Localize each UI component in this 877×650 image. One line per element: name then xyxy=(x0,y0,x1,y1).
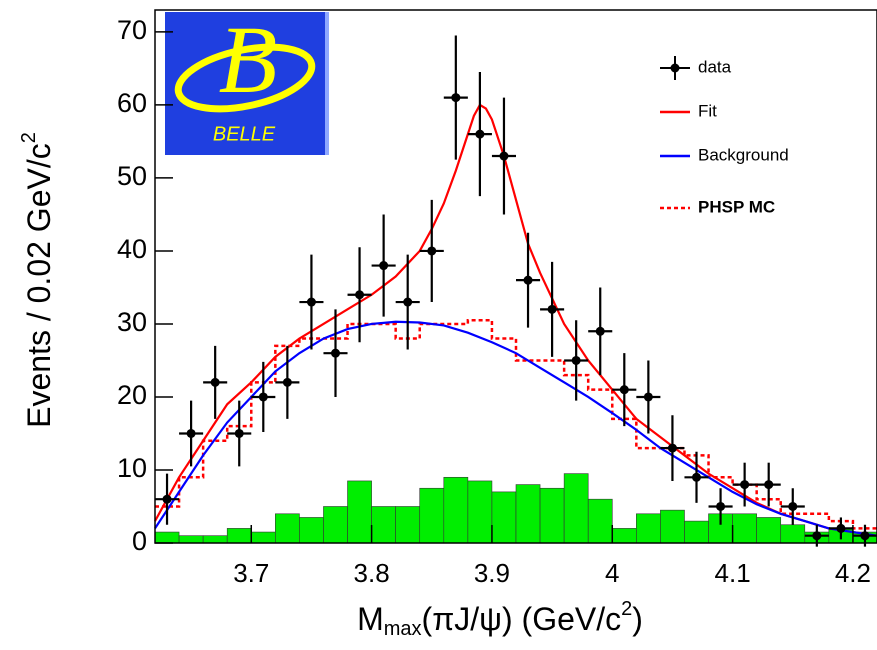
data-point xyxy=(186,428,196,438)
data-point xyxy=(523,275,533,285)
data-point xyxy=(595,326,605,336)
data-point xyxy=(210,377,220,387)
data-point xyxy=(306,297,316,307)
data-point xyxy=(162,494,172,504)
sideband-bar xyxy=(275,513,300,544)
x-axis-label: Mmax(πJ/ψ) (GeV/c2) xyxy=(357,598,643,640)
sideband-bar xyxy=(178,535,204,544)
data-point xyxy=(571,355,581,365)
x-label-sub: max xyxy=(384,618,422,640)
logo-text: BELLE xyxy=(213,123,276,145)
y-tick-label: 40 xyxy=(117,234,147,264)
x-tick-label: 3.7 xyxy=(233,558,269,588)
legend-symbol xyxy=(670,63,680,73)
data-point xyxy=(258,392,268,402)
sideband-bar xyxy=(780,524,806,544)
data-point xyxy=(643,392,653,402)
data-point xyxy=(427,246,437,256)
data-point xyxy=(234,428,244,438)
legend-label: data xyxy=(698,57,732,76)
data-point xyxy=(379,261,389,271)
data-point xyxy=(451,93,461,103)
y-label-main: Events / 0.02 GeV/c xyxy=(21,143,57,428)
logo-edge xyxy=(325,12,329,155)
sideband-bar xyxy=(299,517,324,544)
x-tick-label: 4 xyxy=(605,558,619,588)
y-label-sup: 2 xyxy=(18,132,40,143)
x-tick-label: 4.2 xyxy=(835,558,871,588)
data-point xyxy=(667,443,677,453)
x-label-main: M xyxy=(357,601,384,637)
sideband-bar xyxy=(636,513,661,544)
y-tick-label: 0 xyxy=(132,526,147,556)
curve-2 xyxy=(154,320,877,537)
mc-step-connector xyxy=(155,319,877,530)
y-tick-label: 30 xyxy=(117,307,147,337)
data-point xyxy=(475,129,485,139)
sideband-bar xyxy=(443,476,469,544)
data-point xyxy=(812,531,822,541)
x-label-rest: (πJ/ψ) (GeV/c xyxy=(422,601,622,637)
sideband-bar xyxy=(756,517,782,544)
sideband-bar xyxy=(347,480,372,544)
frame xyxy=(154,9,877,544)
x-tick-label: 3.8 xyxy=(354,558,390,588)
sideband-bar xyxy=(515,484,541,544)
x-tick-label: 3.9 xyxy=(474,558,510,588)
sideband-bar xyxy=(491,491,517,544)
sideband-bar xyxy=(323,506,348,544)
legend-label: PHSP MC xyxy=(698,197,775,216)
sideband-bar xyxy=(611,528,637,544)
sideband-bar xyxy=(250,531,276,544)
data-point xyxy=(764,480,774,490)
y-tick-label: 50 xyxy=(117,161,147,191)
legend-label: Fit xyxy=(698,101,717,120)
data-point xyxy=(403,297,413,307)
data-point xyxy=(331,348,340,358)
y-axis-label: Events / 0.02 GeV/c2 xyxy=(18,132,57,428)
data-point xyxy=(547,304,557,314)
data-point xyxy=(716,501,726,511)
data-point xyxy=(692,472,701,482)
sideband-bar xyxy=(539,487,565,544)
x-tick-label: 4.1 xyxy=(715,558,751,588)
sideband-bar xyxy=(154,531,180,544)
sideband-bar xyxy=(371,506,396,544)
y-tick-label: 10 xyxy=(117,453,147,483)
data-point xyxy=(282,377,292,387)
logo-letter: B xyxy=(219,6,278,113)
y-tick-label: 20 xyxy=(117,380,147,410)
data-point xyxy=(355,290,365,300)
plot-area xyxy=(154,35,877,547)
sideband-bar xyxy=(226,528,252,544)
data-point xyxy=(740,480,750,490)
data-point xyxy=(788,501,798,511)
logo-swoosh xyxy=(174,43,316,113)
sideband-bar xyxy=(563,473,589,544)
x-label-sup: 2 xyxy=(621,598,632,620)
sideband-bar xyxy=(660,509,685,544)
sideband-bar xyxy=(684,520,709,544)
sideband-bar xyxy=(732,513,757,544)
data-point xyxy=(836,523,846,533)
y-tick-label: 60 xyxy=(117,88,147,118)
data-point xyxy=(619,385,629,395)
sideband-bar xyxy=(202,535,228,544)
x-label-end: ) xyxy=(632,601,643,637)
sideband-bar xyxy=(467,480,493,544)
legend-label: Background xyxy=(698,145,789,164)
sideband-bar xyxy=(419,487,445,544)
sideband-bar xyxy=(587,498,613,544)
data-point xyxy=(860,531,870,541)
data-point xyxy=(499,151,509,161)
sideband-bar xyxy=(395,506,421,544)
curve-1 xyxy=(154,103,877,537)
y-tick-label: 70 xyxy=(117,15,147,45)
